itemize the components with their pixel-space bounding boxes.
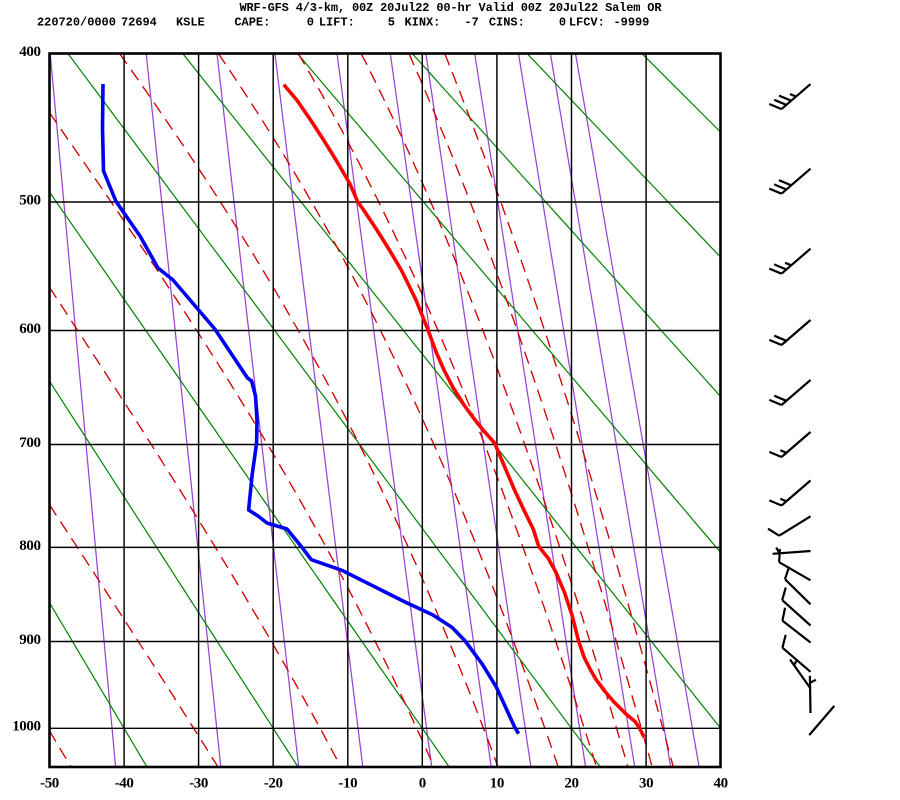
- svg-text:0: 0: [559, 16, 566, 30]
- svg-text:72694: 72694: [121, 16, 157, 30]
- svg-text:10: 10: [490, 775, 504, 791]
- svg-text:-9999: -9999: [614, 16, 650, 30]
- svg-text:LIFT:: LIFT:: [319, 16, 355, 30]
- svg-text:CAPE:: CAPE:: [234, 16, 270, 30]
- svg-text:40: 40: [713, 775, 727, 791]
- svg-text:400: 400: [19, 44, 40, 60]
- svg-text:CINS:: CINS:: [489, 16, 525, 30]
- svg-text:800: 800: [19, 538, 40, 554]
- svg-text:-7: -7: [464, 16, 478, 30]
- svg-text:WRF-GFS 4/3-km, 00Z 20Jul22 00: WRF-GFS 4/3-km, 00Z 20Jul22 00-hr Valid …: [240, 1, 663, 15]
- svg-text:KINX:: KINX:: [405, 16, 441, 30]
- svg-text:30: 30: [639, 775, 653, 791]
- svg-text:LFCV:: LFCV:: [569, 16, 605, 30]
- svg-text:-40: -40: [115, 775, 134, 791]
- svg-text:-10: -10: [338, 775, 357, 791]
- svg-text:-20: -20: [264, 775, 283, 791]
- svg-text:700: 700: [19, 435, 40, 451]
- svg-text:20: 20: [564, 775, 578, 791]
- svg-text:-50: -50: [40, 775, 59, 791]
- svg-text:0: 0: [307, 16, 314, 30]
- svg-text:-30: -30: [189, 775, 208, 791]
- svg-text:500: 500: [19, 192, 40, 208]
- svg-text:900: 900: [19, 632, 40, 648]
- svg-text:600: 600: [19, 321, 40, 337]
- svg-text:220720/0000: 220720/0000: [37, 16, 116, 30]
- svg-text:KSLE: KSLE: [176, 16, 205, 30]
- svg-text:5: 5: [388, 16, 395, 30]
- svg-text:0: 0: [419, 775, 426, 791]
- svg-text:1000: 1000: [12, 719, 40, 735]
